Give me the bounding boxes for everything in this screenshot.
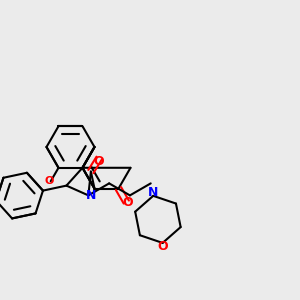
Text: O: O bbox=[44, 176, 54, 186]
Text: O: O bbox=[157, 240, 168, 253]
Text: O: O bbox=[122, 196, 133, 208]
Text: N: N bbox=[85, 189, 96, 202]
Text: N: N bbox=[148, 186, 158, 199]
Text: O: O bbox=[94, 155, 104, 168]
